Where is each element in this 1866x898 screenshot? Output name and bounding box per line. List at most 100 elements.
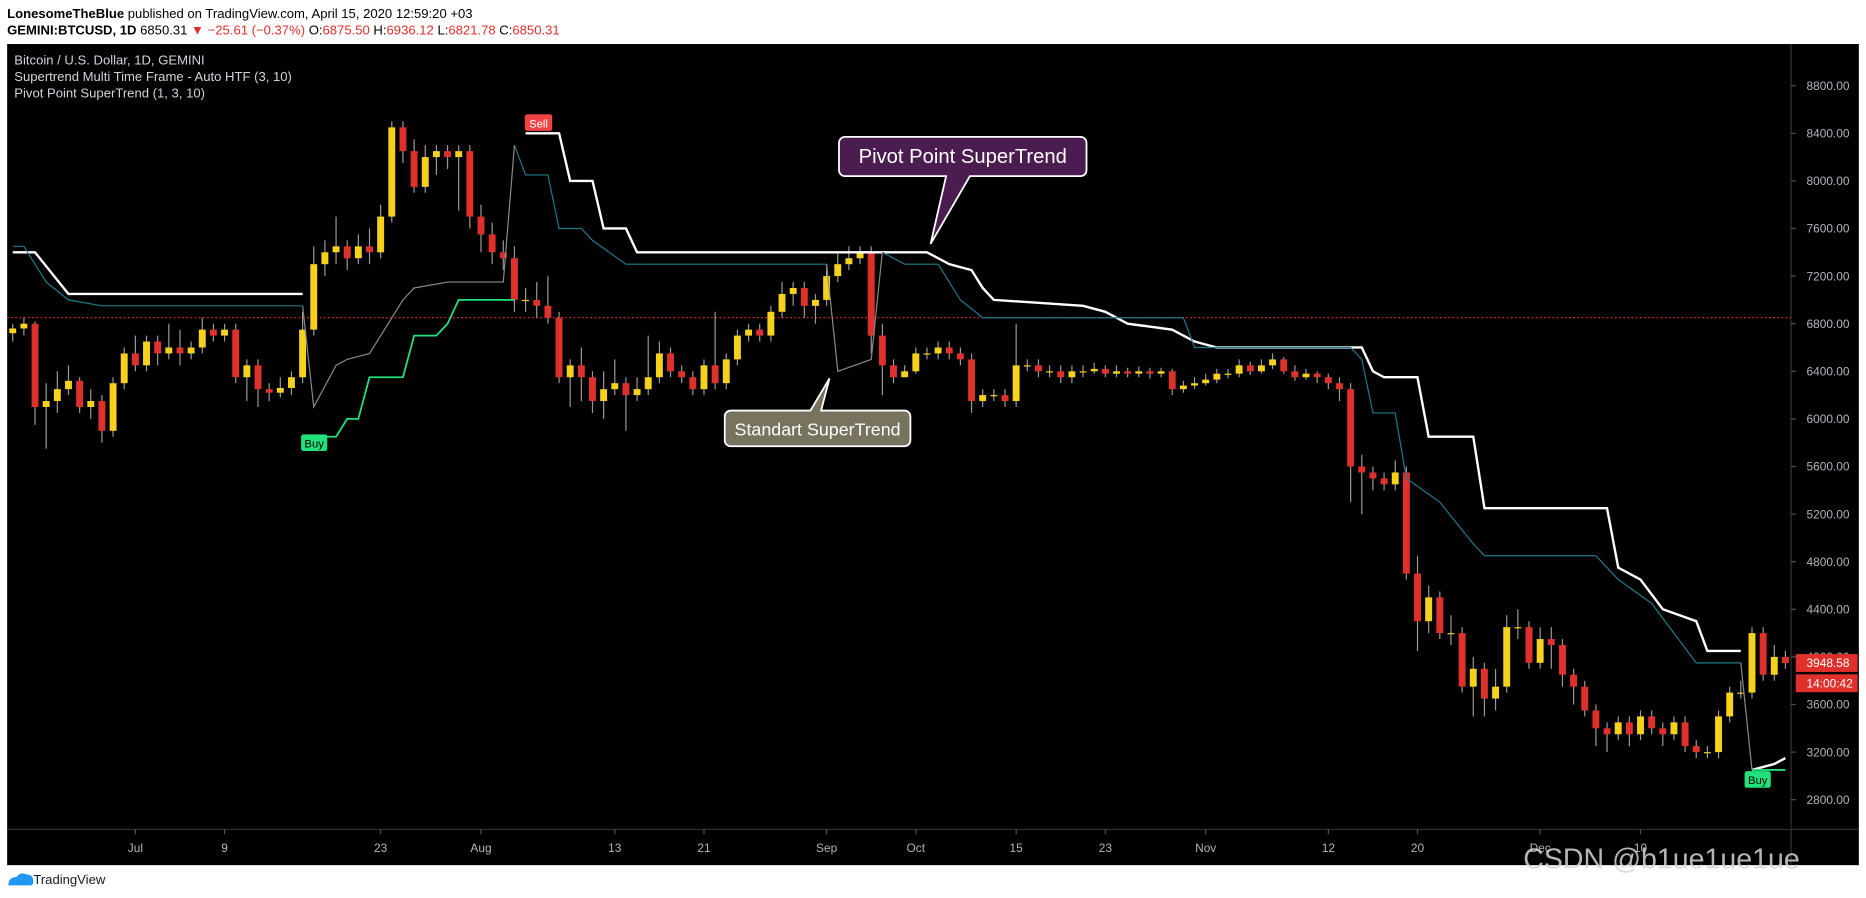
candle-body bbox=[856, 252, 864, 259]
candle-body bbox=[667, 353, 674, 372]
symbol-line: GEMINI:BTCUSD, 1D 6850.31 ▼ −25.61 (−0.3… bbox=[7, 23, 560, 38]
candle-body bbox=[1269, 359, 1277, 366]
candle-body bbox=[455, 151, 463, 158]
candle-body bbox=[1536, 639, 1544, 663]
candle-body bbox=[287, 377, 295, 388]
candle-body bbox=[745, 329, 753, 336]
x-tick-label: 13 bbox=[608, 841, 622, 855]
x-tick-label: Nov bbox=[1195, 841, 1216, 855]
candle-body bbox=[1380, 478, 1388, 485]
last: 6850.31 bbox=[140, 23, 187, 38]
candle-body bbox=[31, 323, 39, 407]
candle-body bbox=[1146, 371, 1154, 374]
candle-body bbox=[1068, 371, 1076, 378]
candle-body bbox=[923, 353, 931, 355]
candle-body bbox=[410, 151, 418, 187]
candle-body bbox=[232, 329, 240, 378]
brand-logo bbox=[8, 873, 34, 886]
y-tick-label: 5600.00 bbox=[1806, 460, 1849, 474]
candle-body bbox=[321, 252, 329, 265]
candle-body bbox=[120, 353, 128, 384]
candle-body bbox=[845, 258, 853, 265]
candle-body bbox=[1291, 371, 1299, 378]
candle-body bbox=[600, 389, 608, 402]
candle-body bbox=[154, 341, 162, 354]
candle-body bbox=[1191, 383, 1198, 386]
candle-body bbox=[778, 293, 786, 312]
candle-body bbox=[377, 216, 385, 253]
candle-body bbox=[1447, 633, 1455, 635]
x-tick-label: 12 bbox=[1322, 841, 1336, 855]
candle-body bbox=[1770, 656, 1778, 675]
candle-body bbox=[555, 317, 563, 378]
candle-body bbox=[466, 151, 474, 217]
candle-body bbox=[544, 305, 552, 318]
candle-body bbox=[1692, 746, 1700, 753]
sell-label: Sell bbox=[529, 118, 548, 130]
candle-body bbox=[733, 335, 741, 360]
indicator-line bbox=[12, 144, 1741, 664]
candle-body bbox=[968, 359, 976, 402]
candle-body bbox=[1012, 365, 1020, 402]
candle-body bbox=[912, 353, 920, 372]
x-tick-label: Jul bbox=[128, 841, 143, 855]
candle-body bbox=[589, 377, 596, 402]
candle-body bbox=[1614, 722, 1622, 735]
candle-body bbox=[1759, 633, 1767, 675]
candle-body bbox=[1414, 573, 1421, 622]
candle-body bbox=[444, 151, 452, 158]
y-tick-label: 5200.00 bbox=[1806, 507, 1849, 521]
buy-label-bg bbox=[301, 434, 328, 452]
ohlc-key: L: bbox=[437, 23, 448, 38]
candle-body bbox=[533, 299, 541, 306]
candle-body bbox=[510, 258, 518, 300]
candle-body bbox=[1046, 371, 1054, 373]
y-tick-label: 3200.00 bbox=[1806, 745, 1849, 759]
candle-body bbox=[789, 287, 797, 294]
watermark: CSDN @b1ue1ue1ue bbox=[1523, 844, 1800, 876]
indicator-line bbox=[302, 145, 1753, 771]
candle-body bbox=[1402, 472, 1410, 574]
candle-body bbox=[611, 383, 619, 390]
x-tick-label: 15 bbox=[1010, 841, 1024, 855]
y-tick-label: 4400.00 bbox=[1806, 602, 1849, 616]
callout-box bbox=[838, 135, 1088, 245]
candle-body bbox=[956, 353, 964, 360]
candle-body bbox=[1079, 371, 1087, 373]
candle-body bbox=[1336, 383, 1343, 390]
candle-body bbox=[1514, 627, 1522, 629]
candle-body bbox=[143, 341, 150, 366]
candle-body bbox=[1280, 359, 1288, 372]
candle-body bbox=[1001, 395, 1009, 402]
candle-body bbox=[1670, 722, 1678, 735]
candle-body bbox=[934, 347, 942, 354]
candle-body bbox=[53, 389, 61, 402]
candle-body bbox=[1469, 668, 1477, 687]
indicator-line bbox=[12, 132, 1786, 772]
candle-body bbox=[265, 389, 273, 393]
candle-body bbox=[332, 246, 340, 253]
candle-body bbox=[700, 365, 708, 390]
candle-body bbox=[65, 380, 72, 390]
candle-body bbox=[421, 157, 429, 187]
buy-label: Buy bbox=[1748, 775, 1768, 787]
ohlc-key: O: bbox=[309, 23, 323, 38]
ohlc-value: 6936.12 bbox=[387, 23, 434, 38]
candle-body bbox=[276, 387, 284, 393]
candle-body bbox=[477, 216, 485, 235]
candle-body bbox=[1168, 371, 1176, 390]
candle-body bbox=[176, 347, 184, 354]
candle-body bbox=[867, 252, 875, 336]
price-label: 3948.58 bbox=[1806, 656, 1849, 670]
candle-body bbox=[1648, 716, 1656, 729]
x-tick-label: 10 bbox=[1634, 841, 1648, 855]
candle-body bbox=[1369, 472, 1377, 479]
y-tick-label: 6000.00 bbox=[1806, 412, 1849, 426]
candle-body bbox=[878, 335, 886, 366]
candle-body bbox=[689, 377, 697, 390]
change: ▼ −25.61 (−0.37%) bbox=[191, 23, 305, 38]
candle-body bbox=[499, 252, 507, 259]
candle-body bbox=[722, 359, 730, 384]
y-tick-label: 2800.00 bbox=[1806, 793, 1849, 807]
y-tick-label: 3600.00 bbox=[1806, 698, 1849, 712]
